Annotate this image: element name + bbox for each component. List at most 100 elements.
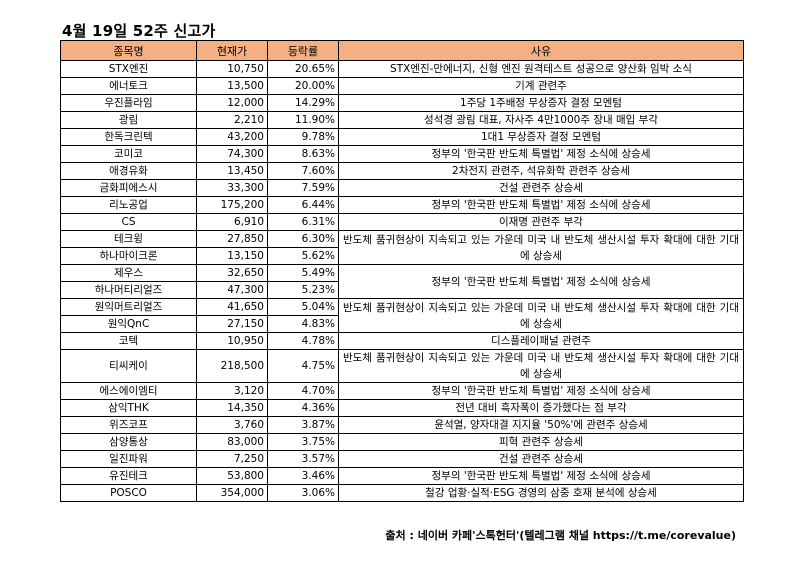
header-name: 종목명 [60, 40, 197, 61]
stock-change: 4.75% [267, 349, 339, 383]
table-row: 리노공업 175,200 6.44% 정부의 '한국판 반도체 특별법' 제정 소식에… [60, 196, 744, 214]
table-row: 애경유화 13,450 7.60% 2차전지 관련주, 석유화학 관련주 상승세 [60, 162, 744, 180]
stock-name: 삼양통상 [60, 433, 197, 451]
stock-price: 32,650 [196, 264, 268, 282]
table-row: 테크윙 27,850 6.30% 반도체 품귀현상이 지속되고 있는 가운데 미국 내… [60, 230, 744, 265]
table-row: 광림 2,210 11.90% 성석경 광림 대표, 자사주 4만1000주 장내 매… [60, 111, 744, 129]
table-row: 코미코 74,300 8.63% 정부의 '한국판 반도체 특별법' 제정 소식에 상… [60, 145, 744, 163]
stock-price: 83,000 [196, 433, 268, 451]
table-row: 한독크린텍 43,200 9.78% 1대1 무상증자 결정 모멘텀 [60, 128, 744, 146]
stock-reason: 정부의 '한국판 반도체 특별법' 제정 소식에 상승세 [338, 382, 744, 400]
stock-price: 14,350 [196, 399, 268, 417]
stock-name: 에스에이엠티 [60, 382, 197, 400]
stock-change: 7.59% [267, 179, 339, 197]
stock-change: 4.78% [267, 332, 339, 350]
stock-name: 테크윙 [60, 230, 197, 248]
stock-change: 4.83% [267, 315, 339, 333]
table-row: 하나머티리얼즈 47,300 5.23% [60, 281, 744, 299]
stock-change: 6.44% [267, 196, 339, 214]
stock-change: 4.70% [267, 382, 339, 400]
stock-change: 3.46% [267, 467, 339, 485]
stock-change: 6.30% [267, 230, 339, 248]
stock-reason: 철강 업황·실적·ESG 경영의 삼중 호재 분석에 상승세 [338, 484, 744, 502]
stock-price: 6,910 [196, 213, 268, 231]
stock-reason: 정부의 '한국판 반도체 특별법' 제정 소식에 상승세 [338, 196, 744, 214]
stock-reason: 반도체 품귀현상이 지속되고 있는 가운데 미국 내 반도체 생산시설 투자 확… [338, 298, 744, 333]
stock-price: 2,210 [196, 111, 268, 129]
stock-change: 20.00% [267, 77, 339, 95]
stock-price: 7,250 [196, 450, 268, 468]
table-row: 삼익THK 14,350 4.36% 전년 대비 흑자폭이 증가했다는 점 부각 [60, 399, 744, 417]
header-change: 등락률 [267, 40, 339, 61]
table-row: POSCO 354,000 3.06% 철강 업황·실적·ESG 경영의 삼중 호재 … [60, 484, 744, 502]
stock-price: 3,120 [196, 382, 268, 400]
table-row: 삼양통상 83,000 3.75% 피혁 관련주 상승세 [60, 433, 744, 451]
source-footer: 출처 : 네이버 카페'스톡헌터'(텔레그램 채널 https://t.me/c… [385, 529, 736, 542]
table-body: STX엔진 10,750 20.65% STX엔진-만에너지, 신형 엔진 원격테스트… [60, 60, 744, 502]
stock-price: 10,950 [196, 332, 268, 350]
stock-name: 리노공업 [60, 196, 197, 214]
stock-name: 한독크린텍 [60, 128, 197, 146]
stock-reason: 반도체 품귀현상이 지속되고 있는 가운데 미국 내 반도체 생산시설 투자 확… [338, 349, 744, 383]
stock-price: 27,150 [196, 315, 268, 333]
stock-change: 3.57% [267, 450, 339, 468]
stock-reason: 1주당 1주배정 무상증자 결정 모멘텀 [338, 94, 744, 112]
stock-reason: 2차전지 관련주, 석유화학 관련주 상승세 [338, 162, 744, 180]
stock-change: 4.36% [267, 399, 339, 417]
stock-change: 6.31% [267, 213, 339, 231]
table-row: 티씨케이 218,500 4.75% 반도체 품귀현상이 지속되고 있는 가운데 미국… [60, 349, 744, 383]
table-row: 제우스 32,650 5.49% 정부의 '한국판 반도체 특별법' 제정 소식에 상… [60, 264, 744, 299]
stock-change: 20.65% [267, 60, 339, 78]
header-price: 현재가 [196, 40, 268, 61]
stock-name: 제우스 [60, 264, 197, 282]
stock-reason: 이재명 관련주 부각 [338, 213, 744, 231]
table-row: 위즈코프 3,760 3.87% 윤석열, 양자대결 지지율 '50%'에 관련주 상… [60, 416, 744, 434]
stock-price: 175,200 [196, 196, 268, 214]
stock-name: 하나머티리얼즈 [60, 281, 197, 299]
stock-change: 3.06% [267, 484, 339, 502]
stock-change: 3.87% [267, 416, 339, 434]
stock-reason: 1대1 무상증자 결정 모멘텀 [338, 128, 744, 146]
stock-name: STX엔진 [60, 60, 197, 78]
stock-change: 7.60% [267, 162, 339, 180]
stock-price: 27,850 [196, 230, 268, 248]
stock-name: 우진플라임 [60, 94, 197, 112]
stock-name: 유진테크 [60, 467, 197, 485]
stock-name: 하나마이크론 [60, 247, 197, 265]
stock-reason: 정부의 '한국판 반도체 특별법' 제정 소식에 상승세 [338, 145, 744, 163]
table-row: 원익머트리얼즈 41,650 5.04% 반도체 품귀현상이 지속되고 있는 가운데 … [60, 298, 744, 333]
stock-reason: 건설 관련주 상승세 [338, 179, 744, 197]
stock-price: 218,500 [196, 349, 268, 383]
stock-change: 5.04% [267, 298, 339, 316]
table-header-row: 종목명 현재가 등락률 사유 [60, 40, 744, 61]
stock-price: 41,650 [196, 298, 268, 316]
stock-name: POSCO [60, 484, 197, 502]
stock-name: 원익머트리얼즈 [60, 298, 197, 316]
table-row: 우진플라임 12,000 14.29% 1주당 1주배정 무상증자 결정 모멘텀 [60, 94, 744, 112]
stock-name: 위즈코프 [60, 416, 197, 434]
stock-reason: 피혁 관련주 상승세 [338, 433, 744, 451]
stock-name: 금화피에스시 [60, 179, 197, 197]
stock-change: 3.75% [267, 433, 339, 451]
stock-change: 9.78% [267, 128, 339, 146]
table-row: 일진파워 7,250 3.57% 건설 관련주 상승세 [60, 450, 744, 468]
stock-reason: 전년 대비 흑자폭이 증가했다는 점 부각 [338, 399, 744, 417]
stock-name: 일진파워 [60, 450, 197, 468]
stock-reason: 정부의 '한국판 반도체 특별법' 제정 소식에 상승세 [338, 264, 744, 299]
stock-reason: STX엔진-만에너지, 신형 엔진 원격테스트 성공으로 양산화 임박 소식 [338, 60, 744, 78]
header-reason: 사유 [338, 40, 744, 61]
stock-name: 원익QnC [60, 315, 197, 333]
stock-change: 8.63% [267, 145, 339, 163]
table-row: 에너토크 13,500 20.00% 기계 관련주 [60, 77, 744, 95]
stock-reason: 디스플레이패널 관련주 [338, 332, 744, 350]
stock-reason: 성석경 광림 대표, 자사주 4만1000주 장내 매입 부각 [338, 111, 744, 129]
stock-change: 5.49% [267, 264, 339, 282]
stock-name: 에너토크 [60, 77, 197, 95]
table-row: 에스에이엠티 3,120 4.70% 정부의 '한국판 반도체 특별법' 제정 소식에… [60, 382, 744, 400]
stock-price: 13,450 [196, 162, 268, 180]
stock-price: 53,800 [196, 467, 268, 485]
stock-table: 종목명 현재가 등락률 사유 STX엔진 10,750 20.65% STX엔진-만에… [60, 40, 744, 502]
stock-price: 12,000 [196, 94, 268, 112]
stock-change: 5.23% [267, 281, 339, 299]
stock-price: 74,300 [196, 145, 268, 163]
